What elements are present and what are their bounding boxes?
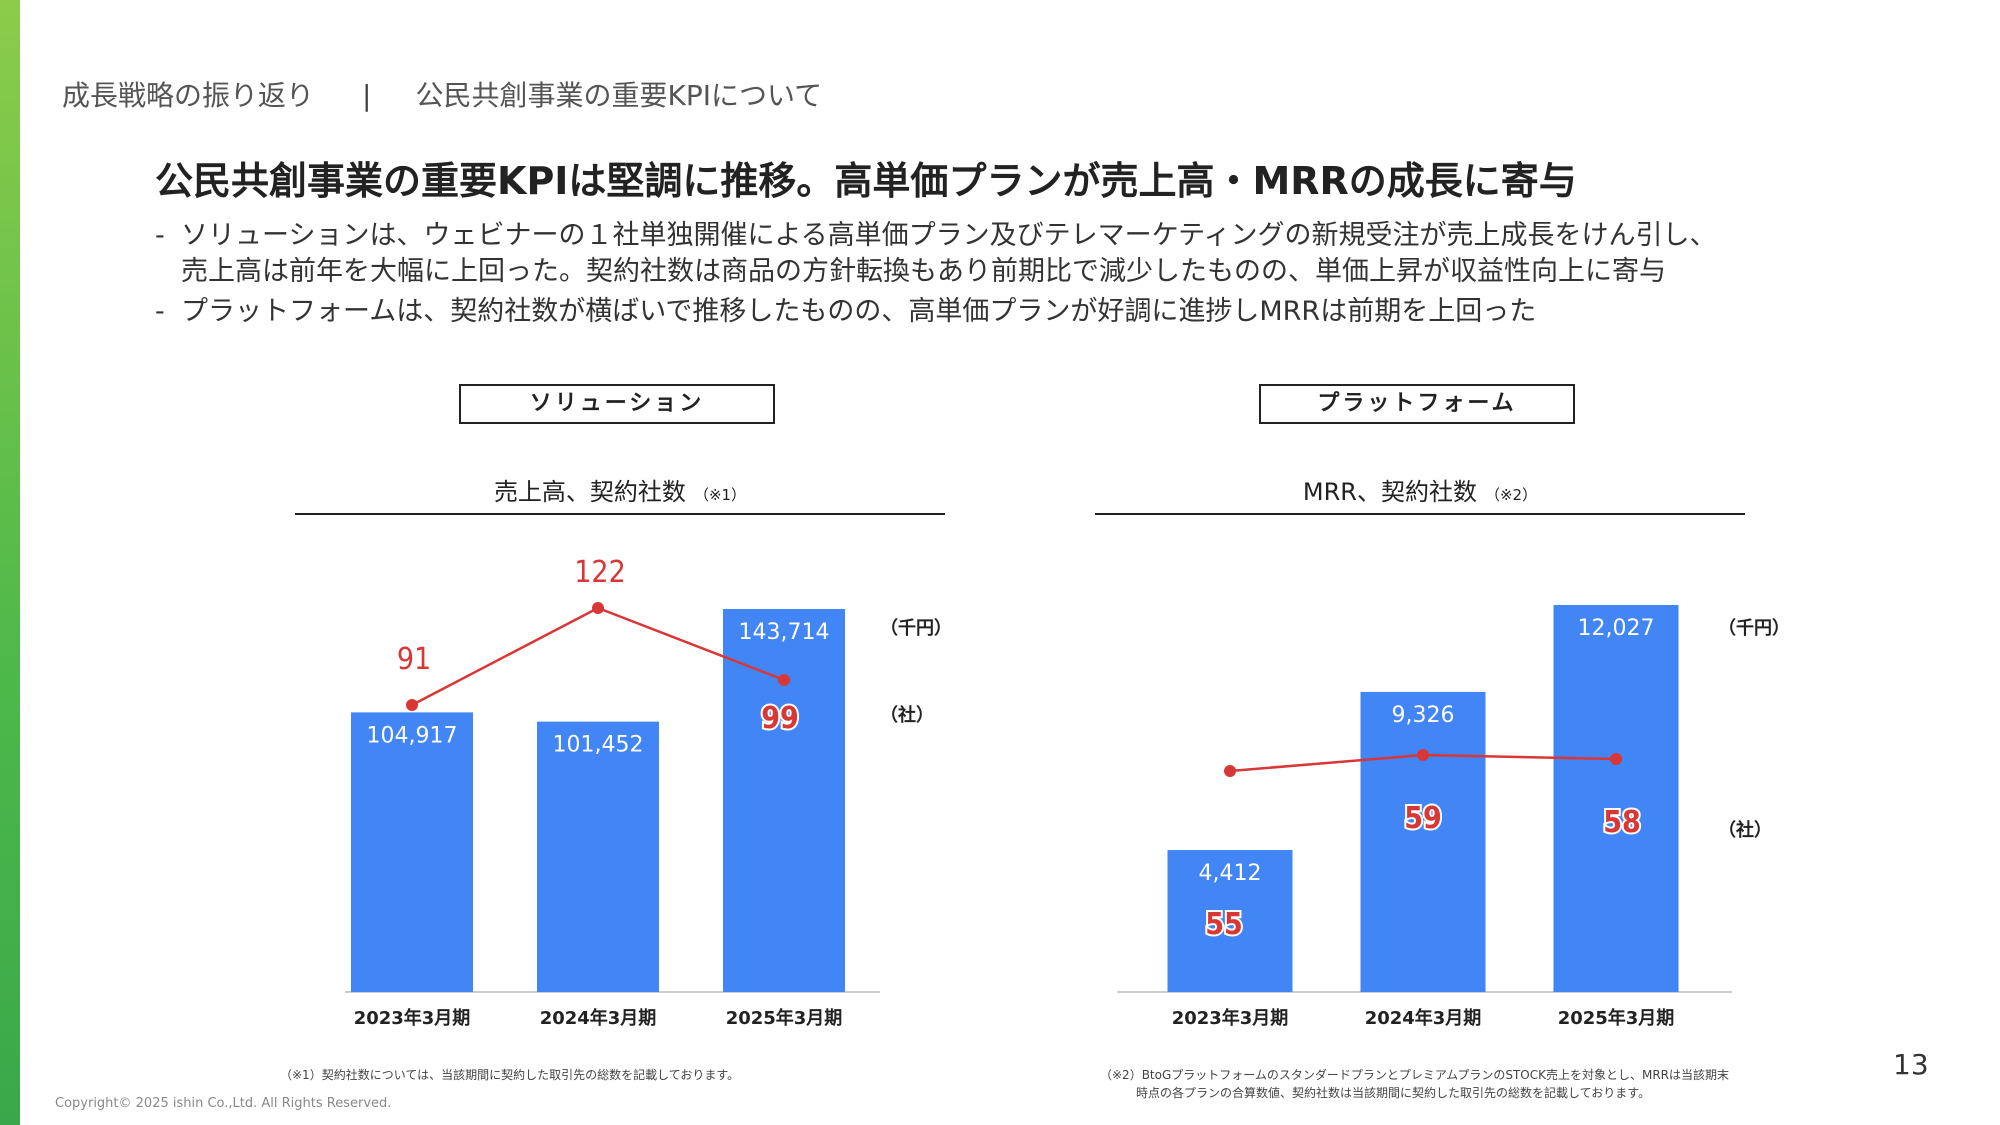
accent-bar [0,0,20,1125]
line-point [592,601,604,614]
footnote-left: （※1）契約社数については、当該期間に契約した取引先の総数を記載しております。 [280,1068,740,1082]
line-point [1417,749,1429,761]
line-point [1610,753,1622,765]
bar-MRR [1553,605,1679,992]
line-value-label: 91 [397,642,431,677]
title-rule-right [1095,513,1745,515]
breadcrumb-separator: | [362,79,372,112]
bar-売上高 [537,721,659,992]
bullet-dash: - [155,220,165,251]
breadcrumb-section: 成長戦略の振り返り [62,79,315,112]
unit-label-line: （社） [880,704,934,726]
bar-売上高 [723,609,845,992]
bar-MRR [1167,850,1293,992]
bar-value-label: 101,452 [553,733,644,758]
bullet-text: プラットフォームは、契約社数が横ばいで推移したものの、高単価プランが好調に進捗し… [181,296,1537,327]
bar-value-label: 4,412 [1199,861,1262,886]
unit-label-line: （社） [1718,819,1772,841]
page-title: 公民共創事業の重要KPIは堅調に推移。高単価プランが売上高・MRRの成長に寄与 [155,159,1577,203]
x-tick-label: 2023年3月期 [1172,1007,1289,1029]
chart-title-text: MRR、契約社数 [1302,478,1477,506]
footnote-right: （※2）BtoGプラットフォームのスタンダードプランとプレミアムプランのSTOC… [1100,1068,1730,1100]
section-label-platform: プラットフォーム [1259,384,1575,424]
section-label-solution: ソリューション [459,384,775,424]
chart-note: （※1） [693,486,747,504]
bar-value-label: 104,917 [367,723,458,748]
copyright: Copyright© 2025 ishin Co.,Ltd. All Right… [55,1096,392,1111]
line-value-label: 122 [574,555,626,590]
bar-value-label: 12,027 [1578,616,1655,641]
line-point [406,699,418,711]
unit-label-bar: （千円） [880,618,952,639]
x-tick-label: 2024年3月期 [1365,1007,1482,1029]
x-tick-label: 2025年3月期 [1558,1007,1675,1029]
chart-title-text: 売上高、契約社数 [493,478,686,506]
bar-value-label: 9,326 [1392,703,1455,728]
x-tick-label: 2025年3月期 [726,1007,843,1029]
bullet-item: - ソリューションは、ウェビナーの１社単独開催による高単価プラン及びテレマーケテ… [155,218,1717,290]
line-value-label: 58 [1603,805,1641,840]
bar-value-label: 143,714 [739,620,830,645]
line-value-label: 99 [761,701,799,736]
bullet-item: - プラットフォームは、契約社数が横ばいで推移したものの、高単価プランが好調に進… [155,294,1717,330]
page-number: 13 [1893,1048,1929,1081]
bullet-dash: - [155,296,165,327]
breadcrumb-page: 公民共創事業の重要KPIについて [415,79,823,112]
chart-title-left: 売上高、契約社数 （※1） [295,472,945,507]
line-point [1224,765,1236,777]
chart-note: （※2） [1484,486,1538,504]
line-point [778,673,790,686]
x-tick-label: 2024年3月期 [540,1007,657,1029]
line-value-label: 59 [1404,801,1442,836]
x-tick-label: 2023年3月期 [354,1007,471,1029]
line-value-label: 55 [1205,907,1243,942]
breadcrumb: 成長戦略の振り返り | 公民共創事業の重要KPIについて [62,74,822,114]
title-rule-left [295,513,945,515]
unit-label-bar: （千円） [1718,618,1790,639]
bullet-list: - ソリューションは、ウェビナーの１社単独開催による高単価プラン及びテレマーケテ… [155,218,1717,334]
bar-売上高 [351,712,473,992]
bullet-text: ソリューションは、ウェビナーの１社単独開催による高単価プラン及びテレマーケティン… [181,220,1717,287]
chart-title-right: MRR、契約社数 （※2） [1095,472,1745,507]
bar-MRR [1360,691,1486,992]
